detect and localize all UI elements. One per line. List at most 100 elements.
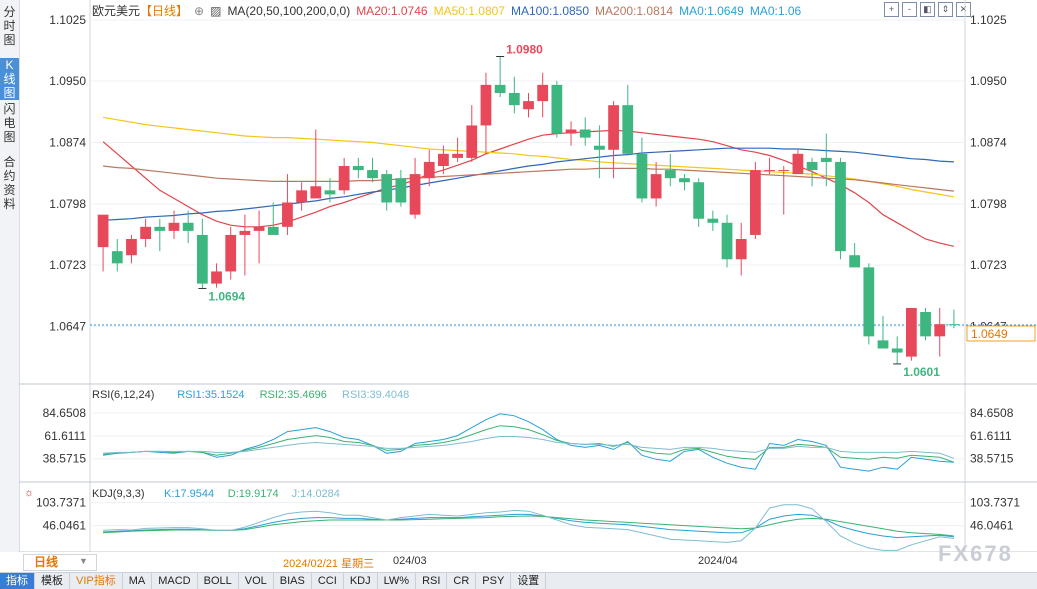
window-controls: + - ◧ ⇕ ✕ [881, 1, 971, 17]
indicator-tab[interactable]: MACD [152, 573, 198, 589]
price-tick-label-left: 1.0950 [49, 74, 86, 88]
candle-body [367, 170, 378, 179]
candle-body [693, 182, 705, 219]
candle-body [863, 267, 875, 337]
indicator-tab[interactable]: MA [123, 573, 153, 589]
candle-body [296, 190, 308, 203]
candle-body [735, 239, 747, 260]
ma-legend-item: MA100:1.0850 [510, 4, 590, 18]
period-tab[interactable]: 日线 [23, 554, 97, 571]
candle-body [537, 84, 549, 102]
candle-body [835, 161, 846, 252]
rsi-legend-item: RSI3:39.4048 [342, 389, 409, 401]
ma-line-ma100 [103, 147, 954, 221]
ma-legend-items: MA20:1.0746 MA50:1.0807 MA100:1.0850 MA200:… [356, 4, 807, 18]
tab-time-sharing[interactable]: 分时图 [3, 5, 16, 47]
zoom-icon[interactable]: ⊕ [194, 4, 205, 18]
candle-body [282, 202, 293, 227]
kline-chart-canvas[interactable]: 84.6508 84.6508 61.6111 61.6111 38.5715 38.57… [0, 0, 1037, 552]
indicator-tab[interactable]: CCI [312, 573, 344, 589]
ma-indicator-icon[interactable]: ▨ [210, 4, 222, 18]
ma-legend-item: MA20:1.0746 [356, 4, 428, 18]
price-tick-label-right: 1.1025 [970, 13, 1007, 27]
kdj-title: KDJ(9,3,3) [92, 488, 145, 500]
tab-kline[interactable]: K线图 [0, 58, 19, 100]
x-label-crosshair-date: 2024/02/21 星期三 [283, 558, 375, 570]
candle-body [211, 271, 222, 284]
date-axis-bar: 日线 ▼ 2024/02/21 星期三 024/03 2024/04 [19, 553, 1037, 571]
expand-icon[interactable]: + [884, 2, 899, 17]
current-price-text: 1.0649 [971, 327, 1008, 341]
tab-contract-info[interactable]: 合约资料 [3, 155, 16, 211]
kdj-tick-left: 46.0461 [43, 519, 87, 533]
candle-body [579, 129, 591, 138]
candle-body [140, 226, 152, 239]
tab-flash-chart[interactable]: 闪电图 [3, 102, 16, 144]
rsi-line [103, 425, 955, 463]
indicator-tab[interactable]: CR [447, 573, 477, 589]
candle-body [111, 251, 123, 264]
indicator-tab[interactable]: PSY [476, 573, 512, 589]
candle-body [778, 170, 790, 172]
dropdown-icon[interactable]: ▼ [79, 556, 88, 566]
kdj-line [103, 513, 954, 539]
low-price-label-1: 1.0694 [208, 289, 245, 303]
current-price-tag [966, 325, 1036, 342]
candle-body [466, 125, 478, 158]
candle-body [239, 230, 251, 235]
candle-body [664, 170, 676, 179]
indicator-tab[interactable]: VIP指标 [70, 573, 123, 589]
price-tick-label-left: 1.0798 [49, 197, 86, 211]
chart-header: 欧元美元【日线】 ⊕ ▨ MA(20,50,100,200,0,0) MA20:1.07… [92, 2, 813, 18]
candle-body [253, 226, 265, 231]
candle-body [452, 153, 463, 158]
candle-body [267, 226, 279, 235]
indicator-tab[interactable]: BIAS [274, 573, 312, 589]
candle-body [594, 145, 605, 150]
fx678-watermark: FX678 [938, 541, 1013, 566]
candle-body [650, 174, 662, 199]
kdj-line [103, 515, 954, 537]
candle-body [423, 161, 435, 179]
shrink-icon[interactable]: - [902, 2, 917, 17]
indicator-tab[interactable]: 模板 [35, 573, 70, 589]
indicator-tab[interactable]: VOL [239, 573, 274, 589]
candle-body [877, 340, 889, 349]
candle-body [934, 324, 946, 337]
rsi-tick-left: 84.6508 [43, 406, 87, 420]
ma-params[interactable]: MA(20,50,100,200,0,0) [227, 4, 351, 18]
ma-legend-item: MA50:1.0807 [433, 4, 505, 18]
kdj-legend-item: K:17.9544 [164, 488, 214, 500]
candle-body [480, 84, 492, 126]
candle-body [168, 222, 180, 231]
low-price-label-2: 1.0601 [903, 365, 940, 379]
rsi-line [103, 413, 954, 472]
candle-body [820, 157, 832, 162]
indicator-tab[interactable]: 设置 [511, 573, 547, 589]
candle-body [891, 348, 903, 353]
kdj-settings-icon[interactable]: ☼ [24, 487, 34, 499]
candle-body [438, 153, 449, 166]
indicator-tab[interactable]: 指标 [0, 573, 35, 589]
indicator-tab[interactable]: KDJ [344, 573, 378, 589]
candle-body [494, 84, 506, 93]
indicator-tab[interactable]: LW% [378, 573, 417, 589]
rsi-tick-right: 38.5715 [970, 452, 1014, 466]
candle-body [679, 178, 690, 183]
candle-body [508, 93, 520, 106]
candle-body [721, 222, 733, 260]
period-label[interactable]: 【日线】 [140, 4, 189, 18]
rsi-title: RSI(6,12,24) [92, 389, 154, 401]
candle-body [225, 234, 237, 272]
close-icon[interactable]: ✕ [956, 2, 971, 17]
indicator-tab[interactable]: RSI [416, 573, 448, 589]
candle-body [920, 312, 931, 337]
kdj-tick-right: 46.0461 [970, 519, 1014, 533]
kdj-tick-left: 103.7371 [36, 496, 86, 510]
candle-body [792, 153, 804, 175]
candle-body [565, 129, 577, 134]
resize-icon[interactable]: ⇕ [938, 2, 953, 17]
layout-icon[interactable]: ◧ [920, 2, 935, 17]
indicator-tab[interactable]: BOLL [198, 573, 239, 589]
candle-body [764, 170, 775, 172]
